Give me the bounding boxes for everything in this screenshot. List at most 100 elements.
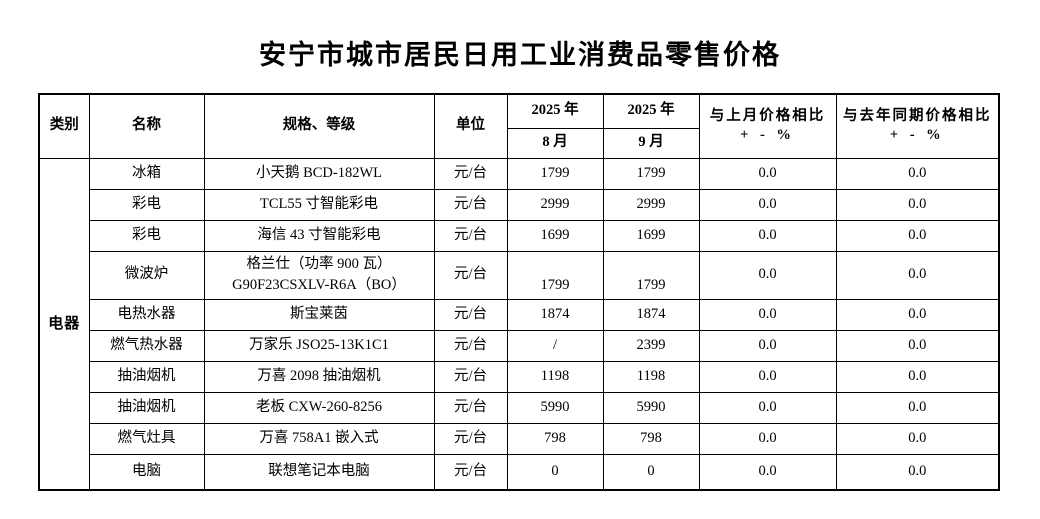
product-name-cell: 抽油烟机 xyxy=(88,360,205,393)
price-sep-cell: 798 xyxy=(602,422,700,455)
table-row: 燃气热水器 万家乐 JSO25-13K1C1 元/台/2399 0.0 0.0 xyxy=(39,329,1000,362)
unit-cell: 元/台 xyxy=(433,422,508,455)
spec-cell: 小天鹅 BCD-182WL xyxy=(203,157,435,190)
spec-line: G90F23CSXLV-R6A（BO） xyxy=(232,277,406,293)
vs-prev-month-cell: 0.0 xyxy=(698,219,837,252)
vs-last-year-cell: 0.0 xyxy=(835,188,1000,221)
header-category: 类别 xyxy=(38,93,90,159)
spec-line: 格兰仕（功率 900 瓦） xyxy=(246,255,392,272)
unit-cell: 元/台 xyxy=(433,157,508,190)
unit-cell: 元/台 xyxy=(433,250,508,300)
spec-cell: 联想笔记本电脑 xyxy=(203,453,435,491)
header-vs-prev-month: 与上月价格相比 + - % xyxy=(698,93,837,159)
price-aug-cell: 1799 xyxy=(506,157,604,190)
vs-last-year-cell: 0.0 xyxy=(835,157,1000,190)
vs-prev-month-cell: 0.0 xyxy=(698,360,837,393)
vs-last-year-cell: 0.0 xyxy=(835,298,1000,331)
price-sep-cell: 1699 xyxy=(602,219,700,252)
price-sep-cell: 2999 xyxy=(602,188,700,221)
price-aug-cell: 0 xyxy=(506,453,604,491)
spec-line: 联想笔记本电脑 xyxy=(268,463,370,480)
unit-cell: 元/台 xyxy=(433,329,508,362)
vs-prev-month-cell: 0.0 xyxy=(698,391,837,424)
vs-last-year-cell: 0.0 xyxy=(835,391,1000,424)
vs-last-year-cell: 0.0 xyxy=(835,422,1000,455)
vs-prev-month-cell: 0.0 xyxy=(698,453,837,491)
product-name-cell: 电热水器 xyxy=(88,298,205,331)
price-table: 类别 名称 规格、等级 单位 2025 年 2025 年 与上月价格相比 + -… xyxy=(38,93,1000,491)
vs-last-year-cell: 0.0 xyxy=(835,219,1000,252)
table-row: 抽油烟机 万喜 2098 抽油烟机 元/台 1198 1198 0.0 0.0 xyxy=(39,360,1000,393)
price-aug-cell: 1198 xyxy=(506,360,604,393)
header-vs-last-year: 与去年同期价格相比 + - % xyxy=(835,93,1000,159)
header-row-bottom: 8 月 9 月 xyxy=(39,127,999,159)
spec-cell: 老板 CXW-260-8256 xyxy=(203,391,435,424)
product-name-cell: 彩电 xyxy=(88,188,205,221)
product-name-cell: 电脑 xyxy=(88,453,205,491)
price-sep-cell: 2399 xyxy=(602,329,700,362)
header-aug-month: 8 月 xyxy=(506,127,604,159)
unit-cell: 元/台 xyxy=(433,391,508,424)
vs-prev-month-cell: 0.0 xyxy=(698,298,837,331)
header-sep-month: 9 月 xyxy=(602,127,700,159)
category-cell: 电器 xyxy=(38,157,90,491)
table-body: 电器 冰箱 小天鹅 BCD-182WL 元/台 1799 1799 0.0 0.0 彩电 TCL5… xyxy=(38,157,1000,491)
spec-cell: 万喜 2098 抽油烟机 xyxy=(203,360,435,393)
price-aug-cell: / xyxy=(506,329,604,362)
table-row: 燃气灶具 万喜 758A1 嵌入式 元/台 798 798 0.0 0.0 xyxy=(39,422,1000,455)
unit-cell: 元/台 xyxy=(433,453,508,491)
spec-cell: 格兰仕（功率 900 瓦） G90F23CSXLV-R6A（BO） xyxy=(203,250,435,300)
page-title: 安宁市城市居民日用工业消费品零售价格 xyxy=(259,40,781,70)
spec-cell: TCL55 寸智能彩电 xyxy=(203,188,435,221)
vs-prev-month-cell: 0.0 xyxy=(698,250,837,300)
table-row: 电脑 联想笔记本电脑 元/台 0 0 0.0 0.0 xyxy=(39,453,1000,491)
spec-cell: 万家乐 JSO25-13K1C1 xyxy=(203,329,435,362)
spec-line: 小天鹅 BCD-182WL xyxy=(255,164,383,181)
price-sep-cell: 1198 xyxy=(602,360,700,393)
header-sep-year: 2025 年 xyxy=(602,93,700,129)
product-name-cell: 燃气灶具 xyxy=(88,422,205,455)
table-row: 抽油烟机 老板 CXW-260-8256 元/台 5990 5990 0.0 0.0 xyxy=(39,391,1000,424)
price-sep-cell: 1799 xyxy=(602,250,700,300)
table-row: 电热水器 斯宝莱茵 元/台 1874 1874 0.0 0.0 xyxy=(39,298,1000,331)
price-aug-cell: 1874 xyxy=(506,298,604,331)
header-vs-prev-month-line2: + - % xyxy=(740,127,795,144)
product-name-cell: 燃气热水器 xyxy=(88,329,205,362)
spec-line: 斯宝莱茵 xyxy=(290,305,348,322)
header-name: 名称 xyxy=(88,93,205,159)
vs-last-year-cell: 0.0 xyxy=(835,453,1000,491)
unit-cell: 元/台 xyxy=(433,188,508,221)
spec-line: 万家乐 JSO25-13K1C1 xyxy=(249,336,389,353)
price-aug-cell: 1699 xyxy=(506,219,604,252)
product-name-cell: 微波炉 xyxy=(88,250,205,300)
vs-last-year-cell: 0.0 xyxy=(835,250,1000,300)
vs-last-year-cell: 0.0 xyxy=(835,360,1000,393)
price-aug-cell: 2999 xyxy=(506,188,604,221)
spec-line: 万喜 2098 抽油烟机 xyxy=(257,367,381,384)
header-aug-year: 2025 年 xyxy=(506,93,604,129)
price-aug-cell: 798 xyxy=(506,422,604,455)
table-row: 彩电 海信 43 寸智能彩电 元/台 1699 1699 0.0 0.0 xyxy=(39,219,1000,252)
product-name-cell: 抽油烟机 xyxy=(88,391,205,424)
header-unit: 单位 xyxy=(433,93,508,159)
price-sep-cell: 5990 xyxy=(602,391,700,424)
vs-prev-month-cell: 0.0 xyxy=(698,188,837,221)
header-row-top: 类别 名称 规格、等级 单位 2025 年 2025 年 与上月价格相比 + -… xyxy=(38,93,1000,159)
price-aug-cell: 1799 xyxy=(506,250,604,300)
table-row: 微波炉 格兰仕（功率 900 瓦） G90F23CSXLV-R6A（BO） 元/台 17… xyxy=(39,250,1000,300)
unit-cell: 元/台 xyxy=(433,360,508,393)
spec-line: TCL55 寸智能彩电 xyxy=(259,195,378,212)
table-header: 类别 名称 规格、等级 单位 2025 年 2025 年 与上月价格相比 + -… xyxy=(38,93,1000,159)
vs-prev-month-cell: 0.0 xyxy=(698,157,837,190)
product-name-cell: 彩电 xyxy=(88,219,205,252)
vs-last-year-cell: 0.0 xyxy=(835,329,1000,362)
price-sep-cell: 1799 xyxy=(602,157,700,190)
unit-cell: 元/台 xyxy=(433,219,508,252)
table-row: 电器 冰箱 小天鹅 BCD-182WL 元/台 1799 1799 0.0 0.0 xyxy=(38,157,1000,491)
header-vs-prev-month-line1: 与上月价格相比 xyxy=(709,107,826,124)
vs-prev-month-cell: 0.0 xyxy=(698,422,837,455)
spec-line: 万喜 758A1 嵌入式 xyxy=(259,429,379,446)
unit-cell: 元/台 xyxy=(433,298,508,331)
price-aug-cell: 5990 xyxy=(506,391,604,424)
price-sep-cell: 1874 xyxy=(602,298,700,331)
